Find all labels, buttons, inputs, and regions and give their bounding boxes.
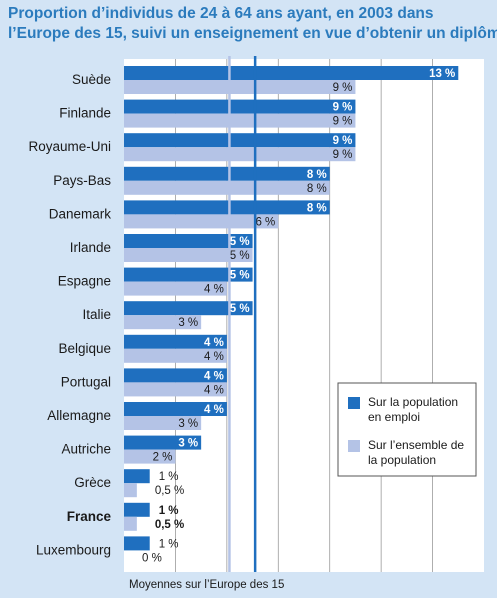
data-label-royaume-uni-employed: 9 % [333,135,353,147]
category-label-grece: Grèce [74,475,111,490]
category-label-luxembourg: Luxembourg [36,542,111,557]
category-label-pays-bas: Pays-Bas [53,173,111,188]
bar-france-total [124,516,137,531]
bar-royaume-uni-total [124,147,356,162]
category-label-belgique: Belgique [58,341,111,356]
category-label-royaume-uni: Royaume-Uni [28,139,111,154]
legend-label-employed-line-2: en emploi [368,410,420,424]
bar-espagne-employed [124,267,253,282]
averages-label: Moyennes sur l’Europe des 15 [129,579,284,591]
bar-grece-employed [124,469,150,484]
bar-portugal-employed [124,368,227,383]
bar-suede-total [124,80,356,94]
category-label-autriche: Autriche [61,442,111,457]
chart-title-line-1: Proportion d’individus de 24 à 64 ans ay… [8,5,434,22]
category-label-italie: Italie [82,307,111,322]
data-label-pays-bas-employed: 8 % [307,169,327,181]
legend-swatch-employed [348,397,360,409]
data-label-italie-total: 3 % [178,317,198,329]
legend-label-total-line-2: la population [368,453,436,467]
data-label-finlande-total: 9 % [333,116,353,128]
data-label-allemagne-employed: 4 % [204,404,224,416]
data-label-autriche-employed: 3 % [178,438,198,450]
bar-luxembourg-employed [124,536,150,551]
bar-espagne-total [124,281,227,296]
chart-title: Proportion d’individus de 24 à 64 ans ay… [8,4,497,44]
legend-label-total-line-1: Sur l’ensemble de [368,438,464,452]
bar-irlande-total [124,248,253,262]
bar-royaume-uni-employed [124,133,356,148]
data-label-allemagne-total: 3 % [178,418,198,430]
bar-autriche-total [124,449,176,464]
data-label-danemark-total: 6 % [255,216,275,228]
category-label-espagne: Espagne [58,274,111,289]
data-label-grece-total: 0,5 % [155,485,184,497]
category-label-danemark: Danemark [49,206,112,221]
data-label-luxembourg-total: 0 % [142,552,162,564]
bar-belgique-employed [124,334,227,349]
bar-allemagne-total [124,416,202,430]
bar-grece-total [124,483,137,498]
bar-belgique-total [124,348,227,363]
data-label-pays-bas-total: 8 % [307,183,327,195]
data-label-danemark-employed: 8 % [307,202,327,214]
data-label-belgique-total: 4 % [204,351,224,363]
bar-danemark-employed [124,200,330,215]
category-label-finlande: Finlande [59,106,111,121]
bar-finlande-total [124,113,356,128]
legend-label-employed-line-1: Sur la population [368,395,458,409]
data-label-belgique-employed: 4 % [204,337,224,349]
data-label-portugal-total: 4 % [204,384,224,396]
bar-irlande-employed [124,234,253,248]
bar-france-employed [124,502,150,517]
category-label-irlande: Irlande [70,240,111,255]
data-label-france-total: 0,5 % [155,519,184,531]
data-label-portugal-employed: 4 % [204,370,224,382]
data-label-finlande-employed: 9 % [333,102,353,114]
data-label-espagne-employed: 5 % [230,270,250,282]
data-label-grece-employed: 1 % [159,471,179,483]
data-label-irlande-total: 5 % [230,250,250,262]
bar-pays-bas-employed [124,166,330,181]
data-label-suede-employed: 13 % [429,68,455,80]
data-label-italie-employed: 5 % [230,303,250,315]
bar-suede-employed [124,66,459,80]
data-label-royaume-uni-total: 9 % [333,149,353,161]
bar-danemark-total [124,214,279,229]
data-label-luxembourg-employed: 1 % [159,538,179,550]
category-label-suede: Suède [72,72,111,87]
bar-allemagne-employed [124,402,227,416]
chart-title-line-2: l’Europe des 15, suivi un enseignement e… [8,25,497,42]
data-label-suede-total: 9 % [333,82,353,94]
category-label-portugal: Portugal [61,374,111,389]
bar-pays-bas-total [124,180,330,195]
category-label-allemagne: Allemagne [47,408,111,423]
bar-italie-total [124,315,202,330]
data-label-autriche-total: 2 % [153,452,173,464]
data-label-espagne-total: 4 % [204,284,224,296]
bar-italie-employed [124,301,253,316]
legend-swatch-total [348,440,360,452]
bar-finlande-employed [124,99,356,114]
bar-autriche-employed [124,435,202,450]
bar-portugal-total [124,382,227,397]
legend-box [337,382,477,477]
data-label-irlande-employed: 5 % [230,236,250,248]
data-label-france-employed: 1 % [159,505,179,517]
category-label-france: France [67,509,112,524]
